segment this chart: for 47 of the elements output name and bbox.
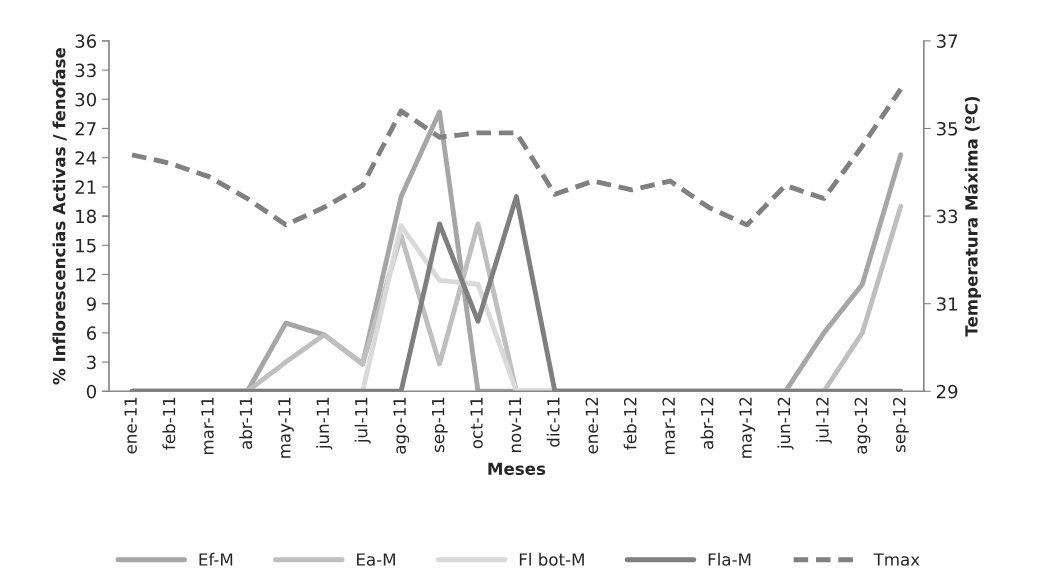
- y-tick-label: 15: [76, 238, 96, 253]
- legend-label: Ef-M: [199, 552, 233, 566]
- x-tick-label: mar-11: [201, 397, 214, 455]
- x-axis-title: Meses: [488, 462, 546, 476]
- legend-label: Fla-M: [708, 552, 751, 566]
- y2-tick-label: 29: [936, 384, 958, 399]
- y2-axis-title: Temperatura Máxima (ºC): [964, 96, 981, 337]
- x-tick-label: ago-11: [393, 397, 410, 454]
- y-axis-title: % Inflorescencias Activas / fenofase: [52, 47, 67, 385]
- y-tick-label: 33: [75, 63, 96, 78]
- x-tick-label: ago-12: [854, 397, 871, 454]
- y2-tick-label: 37: [937, 34, 958, 48]
- y2-tick-label: 35: [937, 121, 958, 136]
- y-tick-label: 24: [75, 151, 97, 165]
- y-tick-label: 0: [86, 384, 96, 399]
- y-tick-label: 30: [75, 92, 96, 107]
- x-tick-label: abr-11: [239, 397, 253, 449]
- x-tick-label: jun-11: [316, 397, 333, 450]
- x-tick-label: feb-11: [162, 397, 176, 450]
- x-tick-label: nov-11: [508, 397, 522, 453]
- y-tick-label: 36: [75, 34, 97, 48]
- x-tick-label: oct-11: [470, 397, 483, 449]
- x-tick-label: may-11: [278, 397, 294, 458]
- y-tick-label: 3: [87, 355, 96, 370]
- y-tick-label: 21: [75, 180, 96, 194]
- y-tick-label: 12: [76, 267, 96, 282]
- y-tick-label: 27: [75, 121, 96, 136]
- x-tick-label: feb-12: [623, 397, 637, 450]
- legend-label: Fl bot-M: [519, 552, 584, 566]
- x-tick-label: jul-11: [354, 397, 371, 444]
- x-tick-label: mar-12: [662, 397, 675, 455]
- y-tick-label: 18: [76, 209, 96, 224]
- legend-label: Tmax: [873, 553, 920, 566]
- x-tick-label: dic-11: [546, 397, 560, 447]
- x-tick-label: sep-11: [431, 397, 448, 452]
- y2-tick-label: 33: [937, 209, 958, 224]
- x-tick-label: abr-12: [700, 397, 714, 449]
- y2-tick-label: 31: [937, 297, 957, 311]
- x-tick-label: may-12: [739, 397, 756, 458]
- x-tick-label: ene-12: [585, 397, 599, 454]
- x-tick-label: jul-12: [815, 397, 832, 444]
- x-tick-label: sep-12: [892, 397, 909, 452]
- legend-label: Ea-M: [357, 553, 395, 566]
- x-tick-label: jun-12: [777, 397, 794, 450]
- x-tick-label: ene-11: [124, 397, 137, 454]
- y-tick-label: 9: [86, 297, 96, 311]
- y-tick-label: 6: [86, 326, 97, 340]
